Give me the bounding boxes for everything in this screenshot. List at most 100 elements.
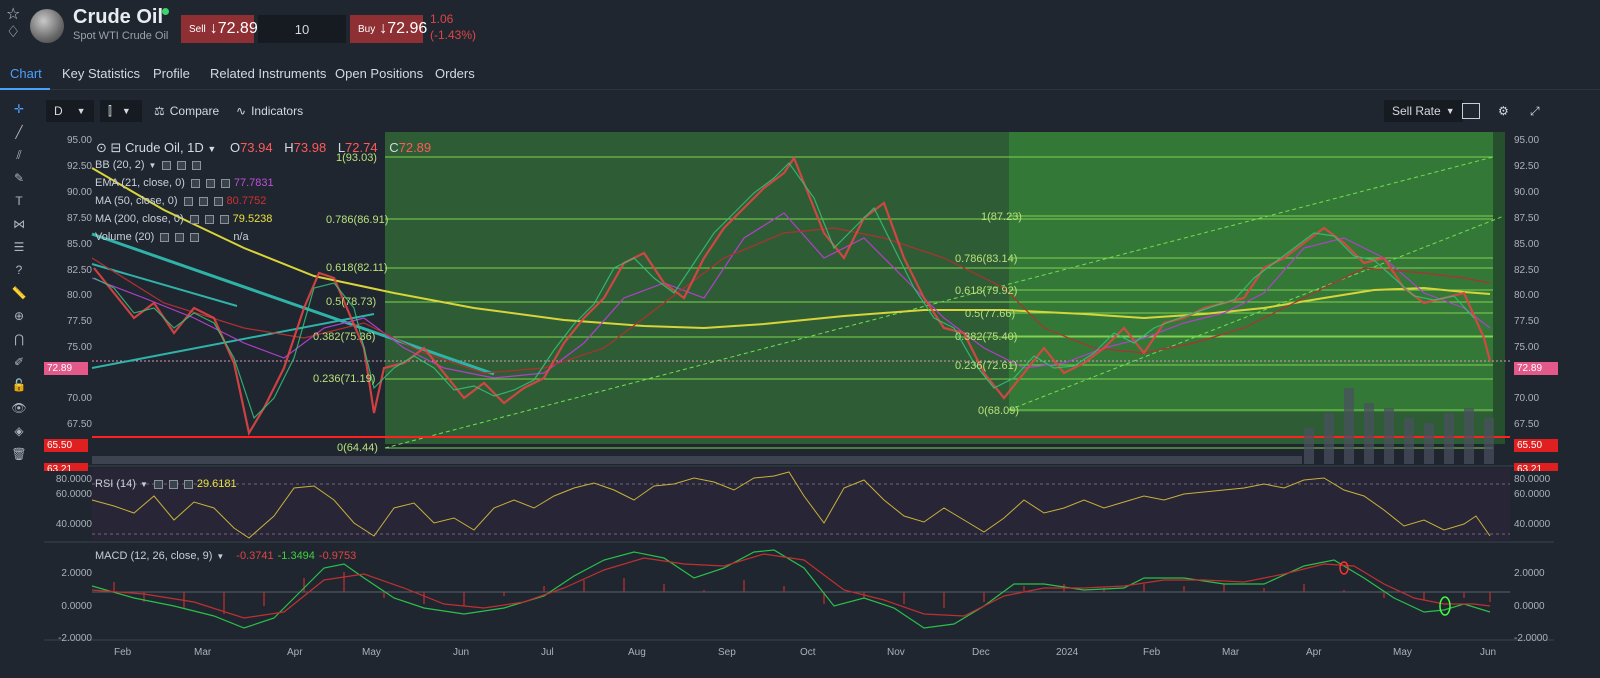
favorite-star-icon[interactable]: ☆ xyxy=(6,6,26,24)
time-axis-label: Feb xyxy=(1143,647,1160,658)
lock-icon[interactable]: 🔓 xyxy=(0,374,38,397)
settings-icon[interactable] xyxy=(154,480,163,489)
tab-open-positions[interactable]: Open Positions xyxy=(335,66,423,81)
ma200-legend[interactable]: MA (200, close, 0) 79.5238 xyxy=(95,213,272,225)
chevron-down-icon[interactable]: ▼ xyxy=(207,144,216,154)
price-axis-label: 67.50 xyxy=(1514,419,1558,430)
time-axis-label: Apr xyxy=(1306,647,1322,658)
tab-key-statistics[interactable]: Key Statistics xyxy=(62,66,140,81)
zoom-icon[interactable]: ⊕ xyxy=(0,305,38,328)
tab-profile[interactable]: Profile xyxy=(153,66,190,81)
price-axis-label: 70.00 xyxy=(44,393,92,404)
macd-axis-label: 0.0000 xyxy=(44,601,92,612)
trendline-icon[interactable]: ╱ xyxy=(0,121,38,144)
text-tool-icon[interactable]: T xyxy=(0,190,38,213)
settings-icon[interactable] xyxy=(162,161,171,170)
gear-icon[interactable]: ⚙ xyxy=(1498,100,1509,122)
parallel-channel-icon[interactable]: ⫽ xyxy=(0,144,38,167)
ema-label: EMA (21, close, 0) xyxy=(95,177,185,189)
compare-button[interactable]: ⚖ Compare xyxy=(154,100,219,122)
magnet-icon[interactable]: ⋂ xyxy=(0,328,38,351)
macd-value-3: -0.9753 xyxy=(319,550,356,562)
series-name: Crude Oil, 1D xyxy=(125,140,204,155)
eye-icon[interactable]: 👁 xyxy=(0,397,38,420)
settings-icon[interactable] xyxy=(206,179,215,188)
trash-icon[interactable]: 🗑 xyxy=(0,443,38,466)
help-icon[interactable]: ? xyxy=(0,259,38,282)
pencil-lock-icon[interactable]: ✐ xyxy=(0,351,38,374)
price-axis-label: 80.00 xyxy=(1514,290,1558,301)
buy-button[interactable]: Buy ↓ 72.96 xyxy=(350,15,423,43)
chart-type-select[interactable]: ⫿ ▼ xyxy=(100,100,142,122)
settings-icon[interactable] xyxy=(191,179,200,188)
tab-chart[interactable]: Chart xyxy=(10,66,42,81)
time-axis-label: Jun xyxy=(453,647,469,658)
ma50-legend[interactable]: MA (50, close, 0) 80.7752 xyxy=(95,195,266,207)
close-icon[interactable] xyxy=(184,480,193,489)
bb-label: BB (20, 2) xyxy=(95,159,145,171)
macd-value-2: -1.3494 xyxy=(278,550,315,562)
tab-related-instruments[interactable]: Related Instruments xyxy=(210,66,326,81)
rsi-axis-label: 40.0000 xyxy=(44,519,92,530)
tab-orders[interactable]: Orders xyxy=(435,66,475,81)
fullscreen-box-icon[interactable] xyxy=(1462,103,1480,119)
chart-canvas[interactable] xyxy=(44,128,1554,672)
settings-icon[interactable] xyxy=(177,161,186,170)
rsi-axis-label: 60.0000 xyxy=(44,489,92,500)
interval-value: D xyxy=(54,104,63,118)
open-label: O xyxy=(230,140,240,155)
close-icon[interactable] xyxy=(221,179,230,188)
ma200-value: 79.5238 xyxy=(233,213,273,225)
instrument-title: Crude Oil xyxy=(73,6,163,29)
brush-icon[interactable]: ✎ xyxy=(0,167,38,190)
crosshair-icon[interactable]: ✛ xyxy=(0,98,38,121)
layers-icon[interactable]: ◈ xyxy=(0,420,38,443)
expand-icon[interactable]: ⤢ xyxy=(1530,100,1540,122)
pattern-tool-icon[interactable]: ⋈ xyxy=(0,213,38,236)
settings-icon[interactable] xyxy=(175,233,184,242)
settings-icon[interactable] xyxy=(160,233,169,242)
settings-icon[interactable] xyxy=(205,215,214,224)
settings-icon[interactable] xyxy=(169,480,178,489)
rsi-legend[interactable]: RSI (14) ▼ 29.6181 xyxy=(95,478,237,490)
collapse-icon[interactable]: ⊙ ⊟ xyxy=(96,140,121,155)
fib-label: 0.5(78.73) xyxy=(326,296,376,308)
close-icon[interactable] xyxy=(214,197,223,206)
rate-select[interactable]: Sell Rate ▼ xyxy=(1384,100,1463,122)
time-axis-label: Mar xyxy=(1222,647,1239,658)
fib-label: 0.5(77.66) xyxy=(965,308,1015,320)
bb-legend[interactable]: BB (20, 2) ▼ xyxy=(95,159,201,171)
ruler-icon[interactable]: 📏 xyxy=(0,282,38,305)
price-axis-label: 70.00 xyxy=(1514,393,1558,404)
candles-icon: ⫿ xyxy=(108,104,112,119)
price-axis-label: 92.50 xyxy=(1514,161,1558,172)
header-icons: ☆ ♢ xyxy=(6,6,26,42)
chart-toolbar: D ▼ ⫿ ▼ ⚖ Compare ∿ Indicators Sell Rate… xyxy=(44,98,1600,124)
alert-bell-icon[interactable]: ♢ xyxy=(6,24,26,42)
close-icon[interactable] xyxy=(220,215,229,224)
macd-legend[interactable]: MACD (12, 26, close, 9) ▼ -0.3741 -1.349… xyxy=(95,550,356,562)
ema-value: 77.7831 xyxy=(234,177,274,189)
fib-zone-right xyxy=(1009,132,1493,412)
fib-tool-icon[interactable]: ☰ xyxy=(0,236,38,259)
ema-legend[interactable]: EMA (21, close, 0) 77.7831 xyxy=(95,177,274,189)
drawing-toolbar: ✛ ╱ ⫽ ✎ T ⋈ ☰ ? 📏 ⊕ ⋂ ✐ 🔓 👁 ◈ 🗑 xyxy=(0,98,38,678)
sell-button[interactable]: Sell ↓ 72.89 xyxy=(181,15,254,43)
volume-legend[interactable]: Volume (20) n/a xyxy=(95,231,249,243)
close-icon[interactable] xyxy=(190,233,199,242)
rsi-label: RSI (14) xyxy=(95,478,136,490)
close-icon[interactable] xyxy=(192,161,201,170)
settings-icon[interactable] xyxy=(190,215,199,224)
settings-icon[interactable] xyxy=(184,197,193,206)
fib-label: 0.382(75.36) xyxy=(313,331,375,343)
buy-arrow-icon: ↓ xyxy=(379,20,387,38)
settings-icon[interactable] xyxy=(199,197,208,206)
time-axis-label: Dec xyxy=(972,647,990,658)
time-axis-label: May xyxy=(362,647,381,658)
price-axis-label: 67.50 xyxy=(44,419,92,430)
indicators-button[interactable]: ∿ Indicators xyxy=(236,100,303,122)
macd-axis-label: -2.0000 xyxy=(44,633,92,644)
quantity-input[interactable]: 10 xyxy=(258,15,346,43)
interval-select[interactable]: D ▼ xyxy=(46,100,94,122)
open-value: 73.94 xyxy=(240,140,273,155)
